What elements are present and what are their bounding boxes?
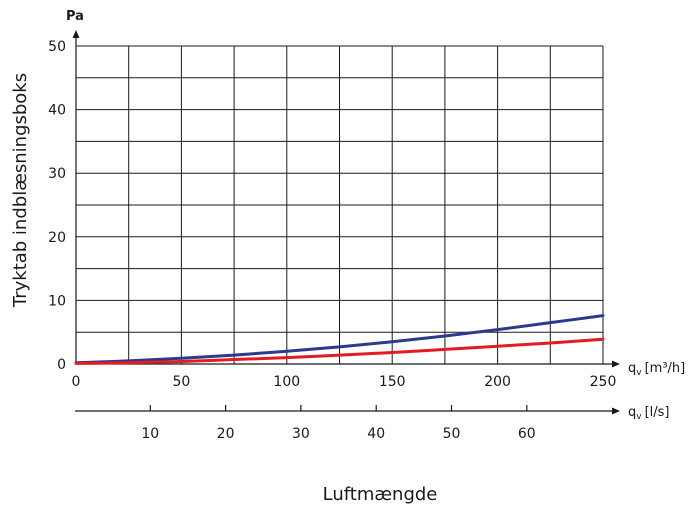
y-tick-label: 0 [57, 357, 66, 373]
x2-tick-label: 60 [518, 426, 536, 442]
x2-tick-label: 50 [443, 426, 461, 442]
y-tick-label: 20 [48, 230, 66, 246]
x-unit-symbol: q [628, 361, 636, 376]
series-line-1 [74, 314, 605, 365]
y-tick-label: 30 [48, 166, 66, 182]
x-unit-subscript: v [636, 368, 642, 378]
x-tick-label: 250 [590, 374, 617, 390]
x-unit-label: qv [m³/h] [628, 361, 685, 378]
grid [75, 45, 604, 365]
x2-axis-arrow [612, 407, 620, 415]
x2-tick-label: 30 [292, 426, 310, 442]
axes [72, 30, 620, 368]
x2-unit-suffix: [l/s] [645, 405, 670, 420]
y-axis-title: Tryktab indblæsningsboks [10, 73, 31, 308]
x-tick-label: 150 [379, 374, 406, 390]
y-tick-label: 10 [48, 293, 66, 309]
x-tick-label: 50 [172, 374, 190, 390]
x2-tick-label: 10 [141, 426, 159, 442]
x-tick-label: 200 [484, 374, 511, 390]
x2-tick-label: 40 [367, 426, 385, 442]
x-axis-arrow [612, 360, 620, 368]
x2-tick-label: 20 [217, 426, 235, 442]
y-tick-label: 50 [48, 39, 66, 55]
x2-unit-symbol: q [628, 405, 636, 420]
x-axis-title: Luftmængde [323, 484, 438, 505]
y-unit-label: Pa [66, 9, 84, 24]
y-tick-labels: 0 10 20 30 40 50 [48, 39, 66, 373]
series-line-2 [74, 337, 605, 365]
secondary-x-axis: 10 20 30 40 50 60 [75, 405, 620, 442]
y-axis-arrow [72, 30, 80, 38]
y-tick-label: 40 [48, 103, 66, 119]
series-lines [74, 314, 605, 365]
x-unit-suffix: [m³/h] [645, 361, 686, 376]
x2-unit-subscript: v [636, 412, 642, 422]
x-tick-label: 100 [273, 374, 300, 390]
x2-unit-label: qv [l/s] [628, 405, 670, 422]
x-tick-label: 0 [72, 374, 81, 390]
x-tick-labels: 0 50 100 150 200 250 [72, 374, 617, 390]
